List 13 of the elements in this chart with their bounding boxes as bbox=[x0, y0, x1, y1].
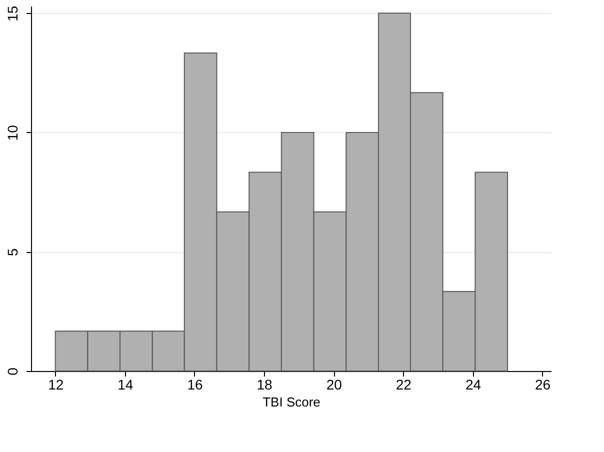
x-tick-label: 14 bbox=[118, 376, 134, 392]
x-tick-label: 20 bbox=[326, 376, 342, 392]
x-tick-label: 12 bbox=[48, 376, 64, 392]
x-tick-label: 26 bbox=[535, 376, 551, 392]
y-tick-label: 5 bbox=[4, 248, 20, 256]
x-tick-label: 22 bbox=[396, 376, 412, 392]
y-tick-label: 15 bbox=[4, 6, 20, 22]
x-tick-label: 18 bbox=[256, 376, 273, 392]
y-tick-label: 0 bbox=[4, 367, 20, 376]
y-tick-label: 10 bbox=[4, 124, 20, 141]
x-tick-label: 16 bbox=[187, 376, 203, 392]
x-axis-title: TBI Score bbox=[262, 394, 320, 410]
x-tick-label: 24 bbox=[465, 376, 482, 392]
